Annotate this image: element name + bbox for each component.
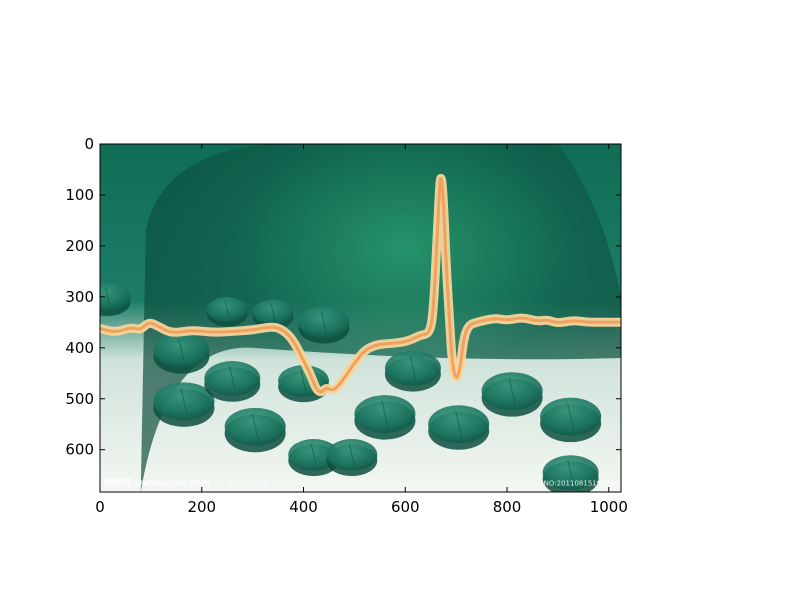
- pill-6: [252, 299, 294, 330]
- y-tick-label: 500: [65, 390, 94, 408]
- ecg-trace-line: [100, 176, 621, 394]
- pill-10: [384, 350, 441, 392]
- x-tick-label: 200: [187, 498, 216, 516]
- pill-14: [542, 455, 599, 492]
- pill-13: [540, 397, 602, 443]
- y-tick-label: 200: [65, 237, 94, 255]
- watermark-right: NO:20110815193751498323: [544, 479, 646, 487]
- pill-4: [224, 407, 286, 453]
- x-tick-label: 0: [95, 498, 105, 516]
- y-axis: 0 100 200 300 400 500 600: [65, 135, 621, 459]
- x-tick-label: 400: [289, 498, 318, 516]
- image-area: 昵图网 www.nipic.com BY:wrs439 NO:201108151…: [100, 144, 646, 492]
- pill-11: [428, 405, 490, 450]
- y-tick-label: 400: [65, 339, 94, 357]
- pill-2: [153, 382, 215, 427]
- pill-1: [153, 333, 210, 374]
- y-tick-label: 300: [65, 288, 94, 306]
- plot-frame: [99, 143, 622, 493]
- pill-group: [100, 282, 602, 492]
- x-axis: 0 200 400 600 800 1000: [95, 144, 628, 516]
- pill-7: [288, 439, 340, 477]
- pill-15: [298, 306, 350, 344]
- x-tick-label: 1000: [590, 498, 628, 516]
- watermark-left: 昵图网 www.nipic.com: [104, 477, 211, 488]
- pill-3: [204, 361, 261, 402]
- watermark-mid: BY:wrs439: [227, 478, 268, 487]
- pill-12: [481, 372, 543, 417]
- pill-9: [354, 395, 416, 440]
- pill-0: [100, 282, 131, 317]
- pill-5: [206, 296, 248, 327]
- x-tick-label: 600: [391, 498, 420, 516]
- torso-silhouette: [140, 144, 621, 492]
- y-tick-label: 0: [84, 135, 94, 153]
- x-tick-label: 800: [493, 498, 522, 516]
- y-tick-label: 100: [65, 186, 94, 204]
- y-tick-label: 600: [65, 441, 94, 459]
- pill-8: [326, 439, 378, 477]
- pill-16: [278, 365, 329, 403]
